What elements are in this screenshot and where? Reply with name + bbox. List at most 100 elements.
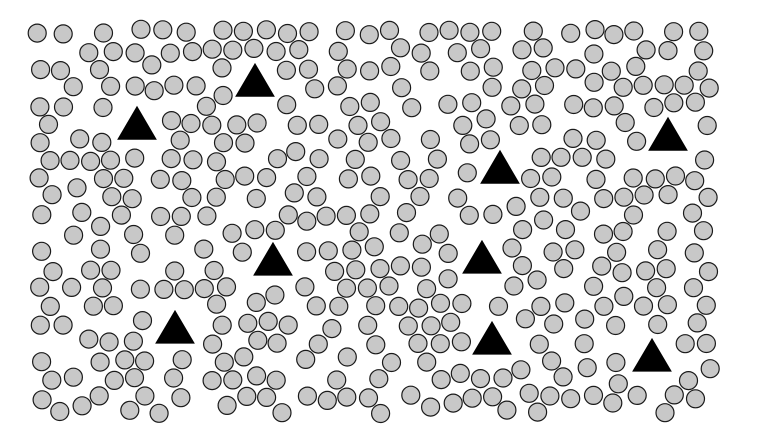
circle-icon <box>683 278 704 298</box>
circle-icon <box>359 25 379 45</box>
circle-icon <box>237 386 257 406</box>
circle-icon <box>197 206 217 226</box>
circle-icon <box>612 263 632 283</box>
circle-icon <box>658 40 678 61</box>
circle-icon <box>379 276 399 296</box>
circle-icon <box>246 188 266 209</box>
circle-icon <box>379 20 400 40</box>
circle-icon <box>545 58 565 78</box>
circle-icon <box>689 21 709 41</box>
circle-icon <box>297 166 317 187</box>
circle-icon <box>358 132 378 152</box>
circle-icon <box>584 44 604 64</box>
circle-icon <box>63 225 84 245</box>
circle-icon <box>583 385 604 405</box>
circle-icon <box>161 110 182 131</box>
circle-icon <box>601 61 621 81</box>
circle-icon <box>594 296 614 316</box>
circle-icon <box>267 149 288 169</box>
circle-icon <box>202 371 222 391</box>
circle-icon <box>480 130 500 150</box>
circle-icon <box>90 239 111 259</box>
circle-icon <box>512 256 533 276</box>
circle-icon <box>644 97 664 118</box>
circle-icon <box>102 187 122 207</box>
circle-icon <box>32 390 52 410</box>
circle-icon <box>217 395 237 415</box>
triangle-icon <box>472 320 512 355</box>
circle-icon <box>235 133 255 153</box>
circle-icon <box>53 97 74 117</box>
circle-icon <box>565 240 585 260</box>
circle-icon <box>470 369 491 389</box>
circle-icon <box>457 163 477 183</box>
circle-icon <box>497 400 517 420</box>
circle-icon <box>664 385 684 405</box>
circle-icon <box>161 149 181 169</box>
circle-icon <box>286 142 306 162</box>
circle-icon <box>307 187 327 207</box>
circle-icon <box>541 351 562 371</box>
circle-icon <box>584 72 604 92</box>
circle-icon <box>370 259 390 279</box>
circle-icon <box>165 261 185 281</box>
circle-icon <box>233 21 253 41</box>
circle-icon <box>266 370 286 390</box>
circle-icon <box>90 352 110 372</box>
circle-layer <box>27 19 720 424</box>
circle-icon <box>608 374 628 394</box>
circle-icon <box>460 22 480 42</box>
circle-icon <box>170 130 190 150</box>
circle-icon <box>114 168 134 188</box>
circle-icon <box>693 221 714 241</box>
circle-icon <box>32 205 52 225</box>
circle-icon <box>530 187 550 207</box>
circle-icon <box>533 38 553 58</box>
circle-icon <box>371 112 391 132</box>
circle-icon <box>337 347 357 367</box>
circle-icon <box>336 278 357 298</box>
circle-icon <box>421 316 441 336</box>
circle-icon <box>196 96 216 116</box>
circle-icon <box>685 92 706 112</box>
circle-icon <box>308 334 328 354</box>
circle-icon <box>278 205 298 225</box>
circle-icon <box>409 298 429 318</box>
circle-icon <box>43 262 63 282</box>
circle-icon <box>135 386 155 406</box>
circle-icon <box>450 363 470 383</box>
circle-icon <box>694 150 715 170</box>
circle-icon <box>419 168 439 189</box>
circle-icon <box>698 187 718 207</box>
circle-icon <box>366 335 386 355</box>
circle-icon <box>396 203 417 223</box>
circle-icon <box>390 38 411 58</box>
circle-icon <box>606 242 627 262</box>
circle-icon <box>207 294 227 314</box>
circle-icon <box>527 402 548 422</box>
circle-icon <box>247 113 267 133</box>
circle-icon <box>340 96 360 117</box>
circle-icon <box>453 115 473 136</box>
triangle-icon <box>480 149 520 184</box>
circle-icon <box>555 220 576 240</box>
circle-icon <box>325 261 345 281</box>
circle-icon <box>544 314 564 334</box>
circle-icon <box>130 243 151 263</box>
circle-icon <box>277 95 297 115</box>
circle-icon <box>202 39 222 59</box>
circle-icon <box>337 59 357 79</box>
circle-icon <box>398 170 418 190</box>
circle-icon <box>402 98 422 118</box>
circle-icon <box>317 390 337 410</box>
circle-icon <box>592 256 612 276</box>
circle-icon <box>61 277 82 297</box>
circle-icon <box>125 148 145 168</box>
circle-icon <box>531 296 551 316</box>
circle-icon <box>417 279 437 299</box>
circle-icon <box>410 186 430 207</box>
circle-icon <box>38 114 59 135</box>
circle-icon <box>381 352 402 373</box>
circle-icon <box>439 20 459 40</box>
circle-icon <box>99 332 119 352</box>
